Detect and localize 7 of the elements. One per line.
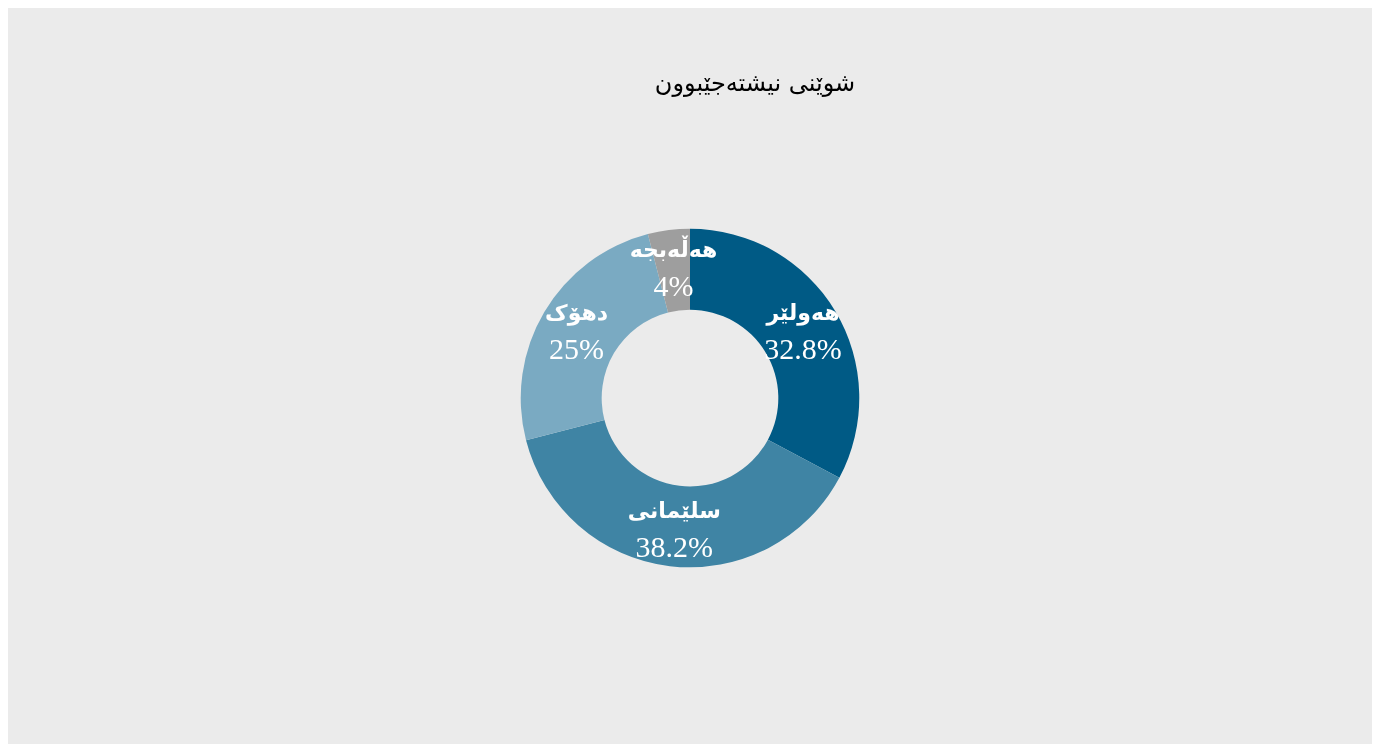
data-label: 38.2%: [635, 530, 714, 564]
chart-title: شوێنی نیشتەجێبوون: [654, 69, 856, 97]
slice-label: دهۆک: [545, 300, 608, 327]
slice-label: هەولێر: [765, 299, 840, 326]
data-label: 25%: [549, 332, 605, 366]
slice-label: سلێمانی: [627, 498, 721, 524]
data-label: 32.8%: [764, 331, 842, 365]
